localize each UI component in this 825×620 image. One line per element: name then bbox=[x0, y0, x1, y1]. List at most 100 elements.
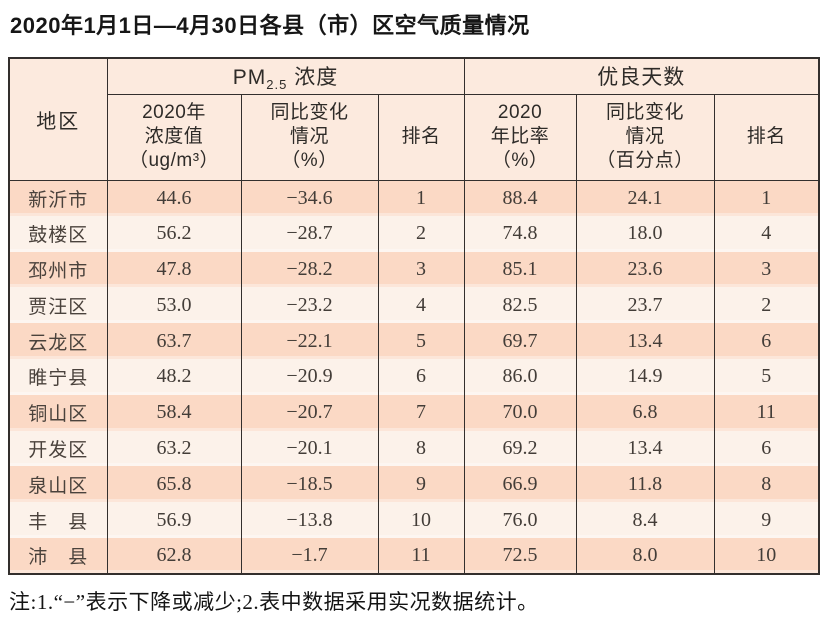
good-ratio-cell: 76.0 bbox=[463, 502, 577, 538]
good-ratio-cell: 74.8 bbox=[463, 215, 577, 252]
table-row: 沛 县 62.8 −1.7 11 72.5 8.0 10 bbox=[8, 537, 820, 574]
good-change-cell: 24.1 bbox=[575, 180, 715, 216]
column-header-good-rank: 排名 bbox=[713, 93, 820, 181]
table-row: 邳州市 47.8 −28.2 3 85.1 23.6 3 bbox=[8, 251, 820, 288]
good-rank-cell: 6 bbox=[713, 430, 820, 467]
good-rank-cell: 11 bbox=[713, 394, 820, 431]
column-header-pm-rank: 排名 bbox=[377, 93, 465, 181]
table-row: 丰 县 56.9 −13.8 10 76.0 8.4 9 bbox=[8, 502, 820, 538]
pm-rank-cell: 7 bbox=[377, 394, 465, 431]
table-row: 云龙区 63.7 −22.1 5 69.7 13.4 6 bbox=[8, 323, 820, 359]
pm-rank-cell: 4 bbox=[377, 287, 465, 324]
good-change-cell: 14.9 bbox=[575, 358, 715, 395]
pm-rank-cell: 5 bbox=[377, 323, 465, 359]
column-header-region: 地区 bbox=[8, 57, 108, 181]
region-cell: 沛 县 bbox=[8, 537, 108, 574]
good-rank-cell: 6 bbox=[713, 323, 820, 359]
footnote: 注:1.“−”表示下降或减少;2.表中数据采用实况数据统计。 bbox=[9, 590, 539, 614]
good-ratio-cell: 82.5 bbox=[463, 287, 577, 324]
pm-change-cell: −20.1 bbox=[240, 430, 379, 467]
good-change-cell: 23.7 bbox=[575, 287, 715, 324]
good-rank-cell: 9 bbox=[713, 502, 820, 538]
column-header-good-ratio: 2020 年比率 （%） bbox=[463, 93, 577, 181]
pm-change-cell: −23.2 bbox=[240, 287, 379, 324]
region-cell: 云龙区 bbox=[8, 323, 108, 359]
pm25-label-prefix: PM bbox=[232, 65, 267, 89]
column-header-pm-change: 同比变化 情况 （%） bbox=[240, 93, 379, 181]
good-ratio-cell: 86.0 bbox=[463, 358, 577, 395]
good-change-cell: 18.0 bbox=[575, 215, 715, 252]
pm-rank-cell: 3 bbox=[377, 251, 465, 288]
good-change-cell: 6.8 bbox=[575, 394, 715, 431]
good-rank-cell: 10 bbox=[713, 537, 820, 574]
table-row: 睢宁县 48.2 −20.9 6 86.0 14.9 5 bbox=[8, 358, 820, 395]
pm-value-cell: 63.2 bbox=[106, 430, 242, 467]
pm-rank-cell: 8 bbox=[377, 430, 465, 467]
table-row: 泉山区 65.8 −18.5 9 66.9 11.8 8 bbox=[8, 466, 820, 503]
pm-change-cell: −20.7 bbox=[240, 394, 379, 431]
table-row: 贾汪区 53.0 −23.2 4 82.5 23.7 2 bbox=[8, 287, 820, 324]
pm-change-cell: −1.7 bbox=[240, 537, 379, 574]
good-ratio-cell: 66.9 bbox=[463, 466, 577, 503]
good-change-cell: 13.4 bbox=[575, 323, 715, 359]
good-change-cell: 13.4 bbox=[575, 430, 715, 467]
table-row: 新沂市 44.6 −34.6 1 88.4 24.1 1 bbox=[8, 180, 820, 216]
good-ratio-cell: 85.1 bbox=[463, 251, 577, 288]
pm-value-cell: 62.8 bbox=[106, 537, 242, 574]
region-cell: 邳州市 bbox=[8, 251, 108, 288]
good-change-cell: 11.8 bbox=[575, 466, 715, 503]
column-header-good-change: 同比变化 情况 （百分点） bbox=[575, 93, 715, 181]
pm-change-cell: −28.2 bbox=[240, 251, 379, 288]
pm-change-cell: −18.5 bbox=[240, 466, 379, 503]
column-group-pm25: PM2.5 浓度 bbox=[106, 57, 465, 95]
region-cell: 贾汪区 bbox=[8, 287, 108, 324]
pm-value-cell: 48.2 bbox=[106, 358, 242, 395]
pm-rank-cell: 10 bbox=[377, 502, 465, 538]
table-row: 铜山区 58.4 −20.7 7 70.0 6.8 11 bbox=[8, 394, 820, 431]
region-cell: 新沂市 bbox=[8, 180, 108, 216]
column-group-good-days: 优良天数 bbox=[463, 57, 820, 95]
pm-rank-cell: 2 bbox=[377, 215, 465, 252]
good-rank-cell: 2 bbox=[713, 287, 820, 324]
good-ratio-cell: 88.4 bbox=[463, 180, 577, 216]
good-ratio-cell: 72.5 bbox=[463, 537, 577, 574]
good-change-cell: 23.6 bbox=[575, 251, 715, 288]
good-change-cell: 8.4 bbox=[575, 502, 715, 538]
pm-value-cell: 63.7 bbox=[106, 323, 242, 359]
good-rank-cell: 5 bbox=[713, 358, 820, 395]
pm25-label-subscript: 2.5 bbox=[266, 76, 288, 92]
region-cell: 开发区 bbox=[8, 430, 108, 467]
pm-value-cell: 58.4 bbox=[106, 394, 242, 431]
header-sub-row: 2020年 浓度值 （ug/m³） 同比变化 情况 （%） 排名 2020 年比… bbox=[9, 93, 820, 181]
pm-change-cell: −34.6 bbox=[240, 180, 379, 216]
pm-rank-cell: 11 bbox=[377, 537, 465, 574]
good-ratio-cell: 69.7 bbox=[463, 323, 577, 359]
column-header-pm-value: 2020年 浓度值 （ug/m³） bbox=[106, 93, 242, 181]
header-group-row: 地区 PM2.5 浓度 优良天数 bbox=[8, 57, 820, 181]
good-rank-cell: 1 bbox=[713, 180, 820, 216]
pm-value-cell: 65.8 bbox=[106, 466, 242, 503]
good-ratio-cell: 70.0 bbox=[463, 394, 577, 431]
pm-change-cell: −22.1 bbox=[240, 323, 379, 359]
region-cell: 泉山区 bbox=[8, 466, 108, 503]
table-row: 鼓楼区 56.2 −28.7 2 74.8 18.0 4 bbox=[8, 215, 820, 252]
pm-value-cell: 47.8 bbox=[106, 251, 242, 288]
pm-change-cell: −13.8 bbox=[240, 502, 379, 538]
region-cell: 睢宁县 bbox=[8, 358, 108, 395]
good-rank-cell: 4 bbox=[713, 215, 820, 252]
good-change-cell: 8.0 bbox=[575, 537, 715, 574]
pm25-label-suffix: 浓度 bbox=[287, 65, 339, 89]
region-cell: 丰 县 bbox=[8, 502, 108, 538]
region-cell: 鼓楼区 bbox=[8, 215, 108, 252]
pm-value-cell: 53.0 bbox=[106, 287, 242, 324]
pm-rank-cell: 1 bbox=[377, 180, 465, 216]
good-ratio-cell: 69.2 bbox=[463, 430, 577, 467]
pm-rank-cell: 9 bbox=[377, 466, 465, 503]
pm-change-cell: −20.9 bbox=[240, 358, 379, 395]
good-rank-cell: 8 bbox=[713, 466, 820, 503]
air-quality-table: 地区 PM2.5 浓度 优良天数 2020年 浓度值 （ug/m³） 同比变化 … bbox=[8, 57, 821, 575]
pm-value-cell: 56.2 bbox=[106, 215, 242, 252]
table-header: 地区 PM2.5 浓度 优良天数 2020年 浓度值 （ug/m³） 同比变化 … bbox=[8, 57, 820, 181]
pm-value-cell: 56.9 bbox=[106, 502, 242, 538]
table-body: 新沂市 44.6 −34.6 1 88.4 24.1 1 鼓楼区 56.2 −28.7 2 74.8 1… bbox=[8, 180, 820, 574]
